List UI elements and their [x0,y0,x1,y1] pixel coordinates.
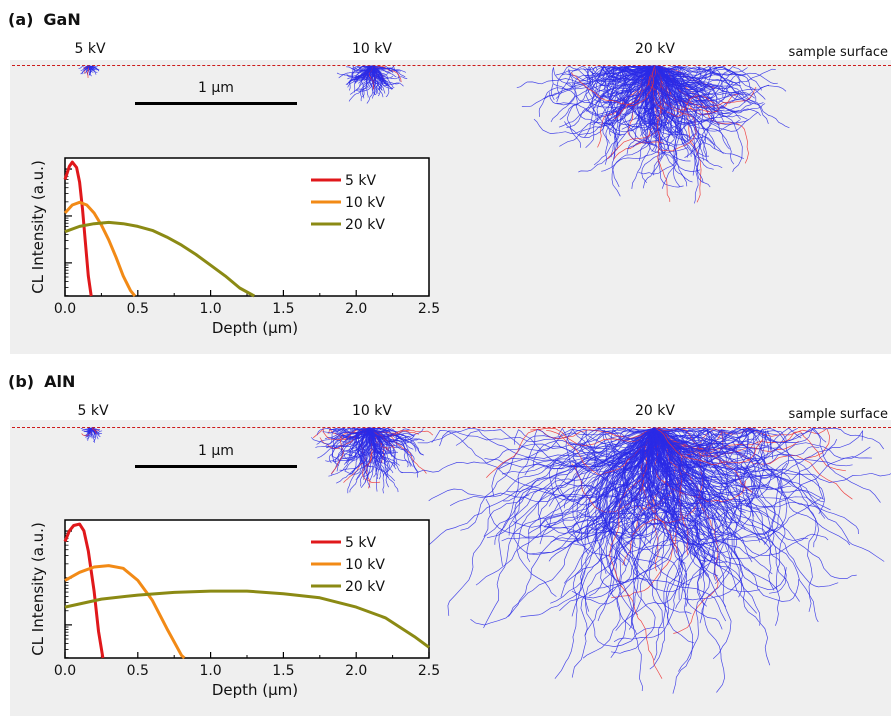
series-line-10kv [63,200,137,297]
electron-trajectories [80,426,891,694]
x-tick-label: 2.5 [418,301,440,317]
sample-surface-label: sample surface [788,407,888,422]
x-tick-label: 1.0 [199,663,221,679]
scale-bar [135,102,297,105]
kv-label-5: 5 kV [74,41,106,57]
x-tick-label: 1.0 [199,301,221,317]
material-name: AlN [44,372,76,391]
panel-title: (a) GaN [8,10,81,29]
x-tick-label: 0.0 [54,663,76,679]
scale-bar-label: 1 µm [198,80,234,96]
y-axis-label: CL Intensity (a.u.) [29,160,47,294]
panel-gan: (a) GaN 5 kV 10 kV 20 kV sample surface 1… [8,10,891,354]
legend-label: 20 kV [345,579,385,595]
x-tick-label: 0.0 [54,301,76,317]
electron-trajectories [78,65,790,204]
trajectory-cloud [516,65,790,204]
scale-bar [135,465,297,468]
legend-label: 5 kV [345,535,376,551]
material-name: GaN [43,10,81,29]
panel-title: (b) AlN [8,372,75,391]
panel-aln: (b) AlN 5 kV 10 kV 20 kV sample surface 1… [0,362,891,720]
legend-label: 5 kV [345,173,376,189]
trajectory-cloud [78,65,100,78]
trajectory-cloud [400,427,891,694]
x-tick-label: 0.5 [127,301,149,317]
x-tick-label: 2.0 [345,301,367,317]
plot-area [64,519,430,659]
sample-surface-line [12,65,891,66]
cl-intensity-chart: 0.0 0.5 1.0 1.5 2.0 2.5 Depth (µm) CL Intensity… [29,157,440,337]
panel-letter: (a) [8,10,34,29]
series-line-5kv [63,522,105,659]
sample-surface-label: sample surface [788,45,888,60]
panel-letter: (b) [8,372,35,391]
y-axis-label: CL Intensity (a.u.) [29,522,47,656]
kv-label-20: 20 kV [635,403,675,419]
trajectory-cloud [311,426,434,494]
x-tick-label: 2.0 [345,663,367,679]
x-axis-label: Depth (µm) [212,681,298,699]
series-line-20kv [64,589,430,649]
cl-intensity-chart: 0.0 0.5 1.0 1.5 2.0 2.5 Depth (µm) CL Intensity… [29,519,440,699]
trajectory-cloud [336,65,408,104]
x-tick-label: 0.5 [127,663,149,679]
trajectory-cloud [80,427,103,443]
legend-label: 20 kV [345,217,385,233]
kv-label-10: 10 kV [352,41,392,57]
kv-label-10: 10 kV [352,403,392,419]
kv-label-20: 20 kV [635,41,675,57]
sample-surface-line [12,427,891,428]
scale-bar-label: 1 µm [198,443,234,459]
series-line-10kv [64,564,186,660]
legend-label: 10 kV [345,195,385,211]
x-axis-label: Depth (µm) [212,319,298,337]
plot-area [64,157,430,297]
kv-label-5: 5 kV [77,403,109,419]
x-tick-label: 1.5 [272,301,294,317]
legend-label: 10 kV [345,557,385,573]
x-tick-label: 1.5 [272,663,294,679]
series-line-5kv [63,160,93,297]
x-tick-label: 2.5 [418,663,440,679]
series-line-20kv [64,220,256,298]
